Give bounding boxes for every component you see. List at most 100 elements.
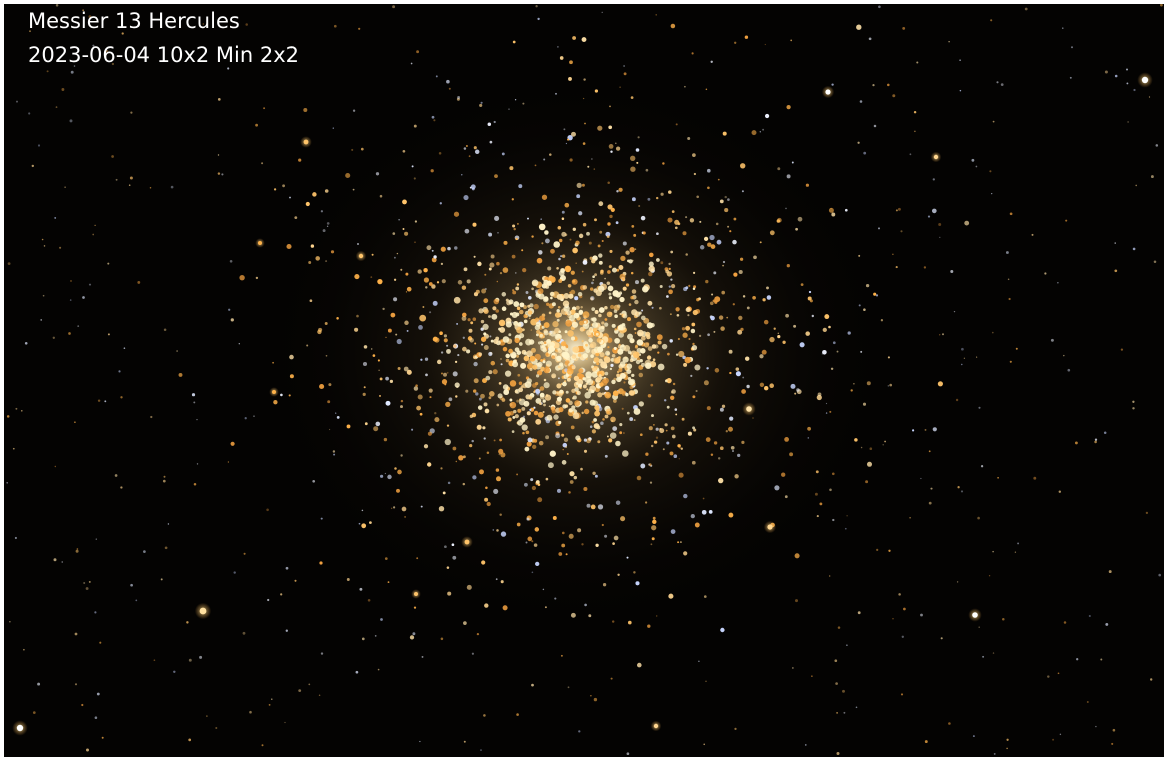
star (458, 455, 464, 461)
star (608, 292, 612, 296)
star (537, 497, 543, 503)
star (466, 349, 471, 354)
star (805, 331, 810, 336)
star (584, 603, 587, 607)
star (705, 88, 708, 91)
star (499, 438, 502, 442)
star (461, 316, 467, 321)
star (644, 501, 648, 504)
star (64, 186, 66, 188)
star (591, 429, 597, 434)
star (759, 131, 761, 133)
star (631, 225, 635, 228)
star (784, 495, 788, 499)
star (379, 394, 381, 397)
star (516, 399, 520, 403)
star (443, 338, 448, 343)
star (571, 365, 576, 370)
star (571, 405, 576, 410)
star (596, 362, 600, 366)
star (431, 115, 435, 119)
star (558, 407, 564, 413)
star (455, 460, 458, 463)
star (572, 227, 576, 231)
star (375, 172, 380, 176)
star (857, 141, 860, 144)
star (537, 17, 540, 21)
star (429, 311, 432, 314)
star (466, 279, 471, 284)
star (887, 83, 890, 87)
star (475, 289, 480, 294)
star (1108, 570, 1112, 574)
star (320, 517, 323, 520)
star (978, 626, 980, 628)
star (549, 291, 555, 297)
star (483, 332, 487, 336)
star (355, 670, 359, 674)
star (414, 592, 418, 596)
star (541, 194, 548, 200)
star (423, 267, 428, 273)
star (563, 292, 570, 299)
star (542, 335, 545, 339)
star (650, 444, 654, 448)
star (497, 231, 499, 234)
star (427, 462, 432, 467)
star (666, 295, 669, 298)
star (488, 370, 493, 375)
star (454, 360, 458, 364)
star (590, 287, 594, 291)
star (1067, 368, 1071, 372)
star (560, 341, 567, 347)
star (594, 310, 599, 314)
star (622, 313, 628, 319)
star (707, 333, 710, 337)
star (626, 363, 633, 370)
star (164, 546, 168, 550)
star (149, 186, 152, 189)
star (914, 130, 916, 133)
star (618, 291, 623, 295)
star (932, 178, 935, 181)
star (128, 184, 131, 186)
star (464, 228, 470, 234)
star (558, 330, 562, 334)
star (387, 581, 390, 584)
star (418, 325, 423, 330)
star (741, 389, 746, 394)
star (440, 351, 444, 354)
star (746, 384, 750, 389)
star (76, 548, 79, 550)
star (619, 296, 625, 303)
star (569, 471, 575, 477)
star (674, 408, 678, 411)
star (542, 399, 546, 403)
star (811, 675, 813, 677)
star (400, 399, 404, 403)
star (500, 340, 504, 343)
star (670, 529, 676, 534)
star (564, 202, 570, 208)
star (217, 154, 220, 156)
star (448, 397, 453, 402)
star (716, 239, 722, 245)
star (593, 697, 598, 702)
star (880, 319, 884, 322)
star (426, 245, 432, 251)
star (434, 412, 437, 415)
star (517, 322, 522, 327)
star (42, 294, 45, 297)
star (514, 272, 517, 274)
star (652, 516, 656, 520)
star (457, 95, 461, 99)
star (955, 398, 959, 402)
star (364, 422, 368, 426)
star (611, 323, 616, 328)
star (642, 231, 646, 235)
star (492, 369, 498, 375)
star (436, 281, 440, 284)
star (869, 447, 873, 451)
star (478, 352, 483, 357)
star (447, 246, 451, 251)
